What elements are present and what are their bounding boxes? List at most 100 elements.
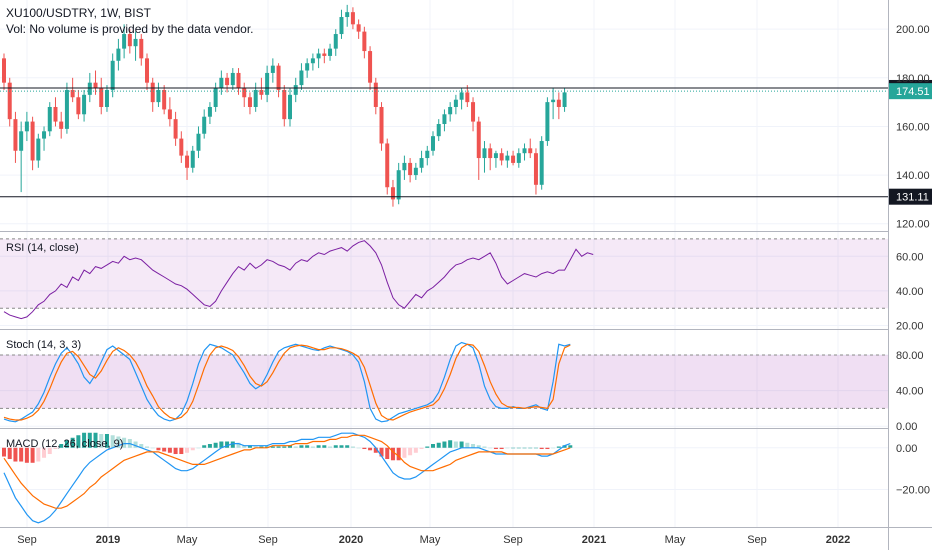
candle-body (7, 82, 12, 120)
stoch-band (0, 354, 888, 409)
price-axis-tick-label: 140.00 (896, 170, 930, 182)
price-axis-tick-label: 80.00 (896, 350, 924, 362)
macd-histogram-bar (42, 447, 47, 458)
candle-body (64, 89, 69, 129)
macd-histogram-bar (70, 437, 75, 448)
candle-body (465, 92, 470, 103)
macd-histogram-bar (167, 447, 172, 453)
macd-histogram-bar (316, 445, 321, 448)
candle-body (207, 106, 212, 117)
macd-histogram-bar (242, 445, 247, 448)
macd-histogram-bar (99, 434, 104, 448)
macd-histogram-bar (150, 447, 155, 449)
macd-histogram-bar (493, 447, 498, 450)
macd-histogram-bar (190, 447, 195, 451)
macd-histogram-bar (19, 447, 24, 462)
candle-body (482, 148, 487, 159)
candle-body (13, 119, 18, 151)
macd-histogram-bar (259, 446, 264, 448)
macd-histogram-bar (305, 445, 310, 448)
candle-body (145, 58, 149, 83)
candle-body (408, 162, 413, 176)
macd-histogram-bar (545, 447, 550, 450)
candle-body (70, 89, 75, 98)
candle-body (436, 124, 441, 137)
candle-body (533, 153, 538, 185)
price-candles (2, 4, 567, 207)
macd-histogram-bar (47, 447, 52, 455)
price-axis-labels: 200.00 180.00 160.00 140.00 120.00 60.00 40.00… (896, 24, 930, 496)
candle-body (42, 131, 47, 139)
time-axis-label: 2022 (826, 534, 850, 546)
macd-histogram-bar (499, 447, 504, 450)
candle-body (150, 82, 155, 103)
macd-histogram-bar (516, 447, 521, 449)
macd-histogram-bar (253, 446, 258, 448)
macd-histogram-bar (247, 445, 252, 448)
macd-histogram-bar (448, 440, 453, 448)
candle-body (127, 34, 132, 47)
macd-histogram-bar (482, 446, 487, 448)
candle-body (562, 92, 567, 107)
horizontal-line-label: 131.11 (896, 192, 929, 204)
macd-histogram-bar (362, 447, 367, 450)
candle-body (76, 97, 81, 115)
macd-histogram-bar (133, 441, 138, 448)
macd-series (2, 432, 573, 524)
macd-histogram-bar (282, 446, 287, 448)
candle-body (516, 153, 521, 163)
candle-body (139, 38, 144, 59)
candle-body (104, 89, 109, 107)
chart-title: XU100/USDTRY, 1W, BIST (6, 6, 152, 20)
macd-histogram-bar (488, 447, 493, 449)
macd-histogram-bar (219, 441, 224, 448)
macd-histogram-bar (293, 446, 298, 448)
macd-histogram-bar (556, 446, 561, 448)
macd-histogram-bar (139, 444, 144, 448)
macd-histogram-bar (511, 447, 516, 449)
macd-histogram-bar (345, 445, 350, 448)
candle-body (36, 138, 41, 161)
last-price-tag (889, 83, 932, 100)
candle-body (259, 89, 264, 95)
price-axis-tick-label: 180.00 (896, 73, 930, 85)
rsi-band (0, 238, 888, 309)
macd-histogram-bar (213, 442, 218, 448)
candle-body (236, 72, 241, 88)
candle-body (368, 51, 373, 83)
macd-histogram-bar (276, 446, 281, 448)
candle-body (93, 82, 98, 88)
macd-histogram-bar (59, 444, 64, 448)
macd-histogram-bar (465, 442, 470, 448)
macd-histogram-bar (333, 445, 338, 448)
macd-signal-line (3, 434, 571, 509)
macd-line (3, 432, 571, 524)
candle-body (53, 106, 58, 122)
macd-histogram-bar (442, 441, 447, 448)
macd-histogram-bar (299, 445, 304, 448)
price-axis-tick-label: 0.00 (896, 443, 917, 455)
candle-body (225, 77, 230, 86)
macd-histogram-bar (104, 434, 109, 448)
time-axis-label: 2019 (96, 534, 120, 546)
macd-histogram-bar (339, 445, 344, 448)
macd-histogram-bar (24, 447, 29, 463)
macd-histogram-bar (2, 447, 6, 457)
macd-histogram-bar (82, 432, 87, 448)
macd-histogram-bar (419, 447, 424, 450)
candle-body (82, 94, 87, 115)
macd-histogram-bar (162, 447, 167, 452)
candle-body (453, 99, 458, 107)
macd-histogram-bar (431, 444, 435, 448)
candle-body (390, 187, 395, 200)
candle-body (30, 121, 35, 161)
macd-histogram-bar (539, 447, 544, 450)
time-axis-label: 2021 (582, 534, 606, 546)
macd-histogram-bar (13, 447, 18, 462)
macd-histogram-bar (328, 446, 333, 448)
candle-body (499, 153, 504, 161)
candle-body (402, 162, 407, 171)
macd-histogram-bar (93, 432, 98, 448)
